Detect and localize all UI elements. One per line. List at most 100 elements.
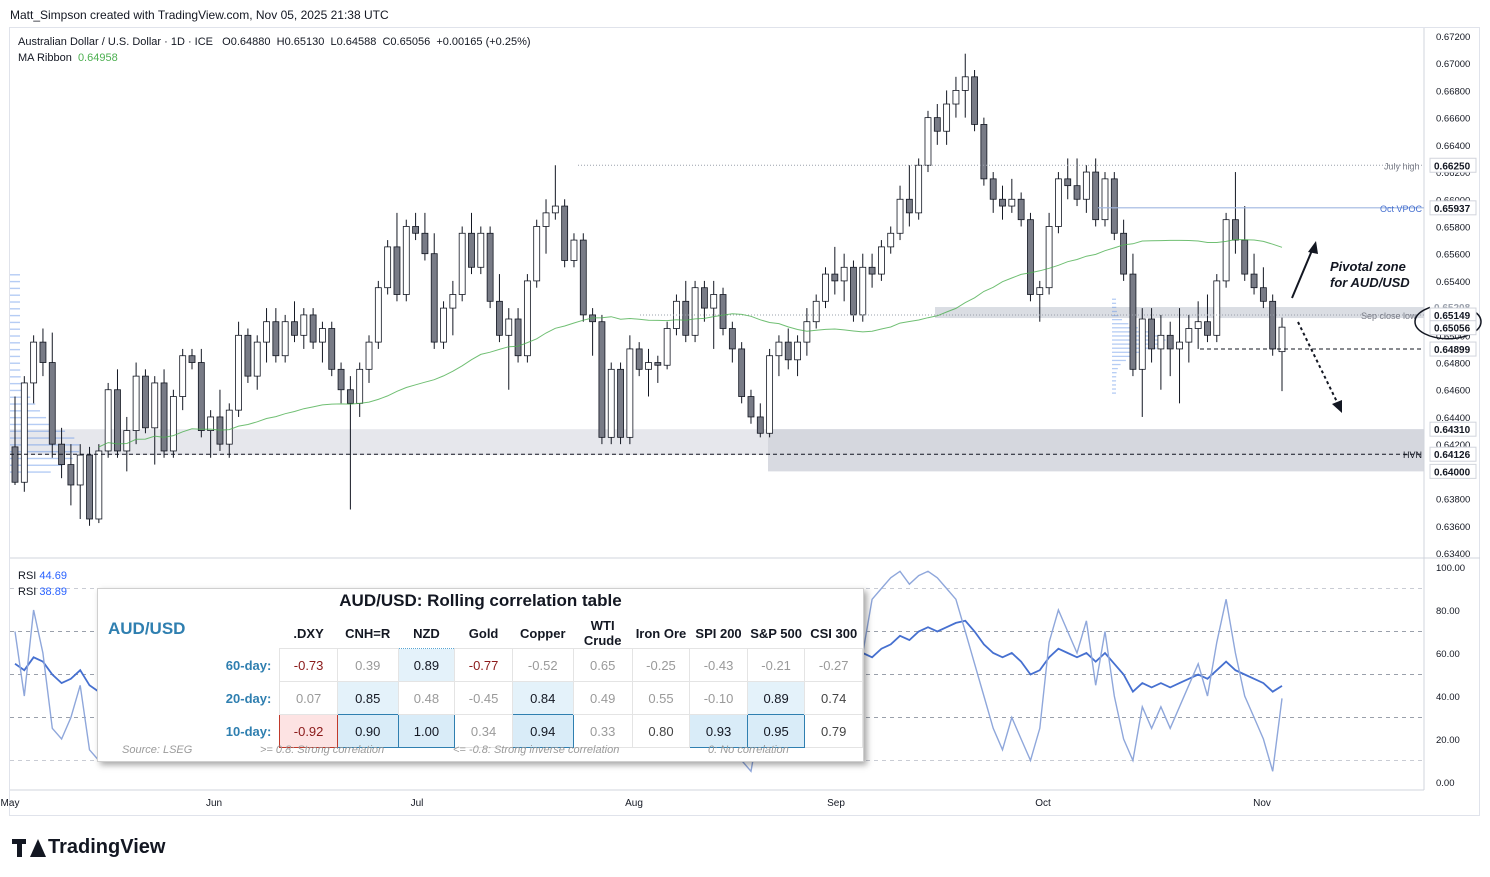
volume-profile-oct-bar [1112, 376, 1117, 378]
candle [905, 165, 913, 227]
candle [542, 199, 550, 254]
candle [961, 53, 969, 118]
correlation-cell: -0.45 [454, 681, 513, 715]
volume-profile-oct-bar [1112, 314, 1119, 317]
candle-body [402, 226, 410, 295]
footer-strong: >= 0.8: Strong correlation [260, 744, 385, 756]
correlation-table: .DXY CNH=R NZD Gold Copper WTI Crude Iron Ore S… [195, 618, 863, 748]
bearish-arrowhead [1332, 400, 1342, 413]
candle [235, 321, 242, 417]
candle [1185, 314, 1193, 363]
correlation-cell: 0.65 [572, 648, 633, 682]
candle [1204, 294, 1211, 343]
candle [1110, 172, 1118, 241]
price-label-box [1429, 463, 1477, 479]
candle-body [728, 328, 736, 350]
time-axis: May Jun Jul Aug Sep Oct Nov [1, 798, 1271, 809]
candle [617, 362, 624, 445]
candle [253, 335, 261, 390]
correlation-column-header: S&P 500 [750, 625, 802, 641]
price-tick-label: 0.65000 [1436, 331, 1470, 342]
candle-body [253, 341, 261, 377]
candle-body [421, 232, 429, 255]
candle [458, 226, 466, 302]
volume-profile-oct-bar [1112, 384, 1117, 386]
correlation-column-header: Gold [468, 625, 499, 641]
rsi2-label: RSI [18, 586, 37, 598]
candle [169, 389, 177, 458]
volume-profile-bar [10, 301, 20, 303]
candle [95, 444, 103, 524]
correlation-cell: 0.34 [454, 714, 513, 748]
sep-close-low-label: Sep close low [1361, 311, 1417, 321]
bearish-arrow [1297, 321, 1339, 405]
correlation-cell: 0.84 [511, 681, 574, 715]
candle-body [1250, 273, 1258, 289]
candle [635, 342, 643, 377]
volume-profile-bar [10, 314, 20, 317]
candle [123, 416, 131, 472]
price-label: 0.65149 [1434, 311, 1471, 322]
correlation-table-title: AUD/USD: Rolling correlation table [339, 591, 622, 610]
volume-profile-oct-bar [1112, 327, 1138, 329]
volume-profile-oct-bar [1112, 298, 1117, 300]
correlation-row: 10-day: -0.92 0.90 1.00 0.34 0.94 0.33 0.80 0.93… [195, 714, 863, 748]
annotations-layer: July high Oct VPOC Sep close low HVN Pivotal… [10, 161, 1482, 460]
candle [859, 253, 867, 322]
candle-body [30, 341, 38, 384]
time-tick-label: Aug [625, 798, 643, 809]
candle-body [207, 416, 215, 431]
time-tick-label: Jul [411, 798, 424, 809]
candle [1213, 274, 1221, 343]
candle-body [1055, 178, 1062, 227]
volume-profile-bar [10, 369, 21, 371]
candle [1241, 206, 1249, 281]
candle [887, 226, 895, 254]
candle-body [477, 232, 485, 268]
candle [831, 246, 839, 295]
pivotal-zone-label: Pivotal zone [1330, 259, 1406, 274]
candle [1269, 294, 1277, 356]
candle [654, 355, 662, 383]
price-tick-label: 0.64200 [1436, 440, 1470, 451]
price-label-box [1429, 421, 1477, 437]
candle [244, 328, 252, 383]
candle [719, 287, 727, 336]
tradingview-logo[interactable]: TradingView [12, 836, 165, 859]
candle [607, 362, 615, 445]
candle [691, 280, 699, 343]
candle [868, 253, 876, 288]
candle-body [86, 454, 93, 520]
candle-body [346, 389, 354, 404]
ohlc-high: H0.65130 [276, 36, 325, 48]
candle-body [700, 287, 708, 309]
volume-profile-oct-bar [1112, 343, 1165, 345]
candle [505, 308, 513, 390]
correlation-cell: -0.10 [689, 681, 748, 715]
candle [1166, 321, 1174, 377]
candle [878, 240, 885, 281]
correlation-column-header: SPI 200 [695, 625, 742, 641]
volume-profile-oct-bar [1112, 363, 1121, 366]
candle [784, 328, 792, 370]
correlation-cell: -0.25 [631, 648, 691, 682]
candle-body [188, 355, 196, 363]
candle-body [738, 348, 746, 397]
volume-profile-bar [10, 274, 20, 276]
candle-body [1241, 239, 1249, 275]
candle-body [933, 117, 941, 132]
correlation-cell: -0.52 [511, 648, 574, 682]
candle-body [440, 307, 447, 343]
price-tick-label: 0.66400 [1436, 141, 1470, 152]
candle-body [1027, 219, 1034, 295]
candle-body [1120, 232, 1128, 275]
price-label: 0.64126 [1434, 450, 1471, 461]
volume-profile-bar [10, 396, 31, 398]
candle [468, 212, 475, 275]
candle [1222, 212, 1230, 288]
candle [551, 165, 559, 220]
candle [179, 348, 187, 411]
correlation-row: 20-day: 0.07 0.85 0.48 -0.45 0.84 0.49 0.55 -0.1… [195, 681, 863, 715]
candle-body [1232, 219, 1239, 241]
